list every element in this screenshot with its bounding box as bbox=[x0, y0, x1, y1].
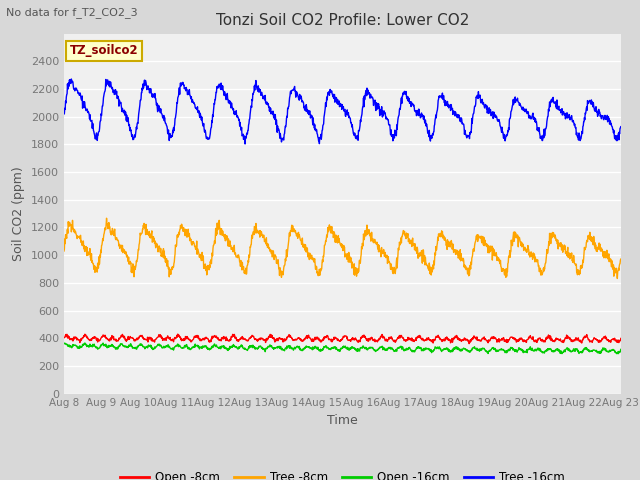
Text: TZ_soilco2: TZ_soilco2 bbox=[70, 44, 138, 58]
Text: No data for f_T2_CO2_3: No data for f_T2_CO2_3 bbox=[6, 7, 138, 18]
Y-axis label: Soil CO2 (ppm): Soil CO2 (ppm) bbox=[12, 166, 26, 261]
Legend: Open -8cm, Tree -8cm, Open -16cm, Tree -16cm: Open -8cm, Tree -8cm, Open -16cm, Tree -… bbox=[115, 466, 570, 480]
X-axis label: Time: Time bbox=[327, 414, 358, 427]
Title: Tonzi Soil CO2 Profile: Lower CO2: Tonzi Soil CO2 Profile: Lower CO2 bbox=[216, 13, 469, 28]
